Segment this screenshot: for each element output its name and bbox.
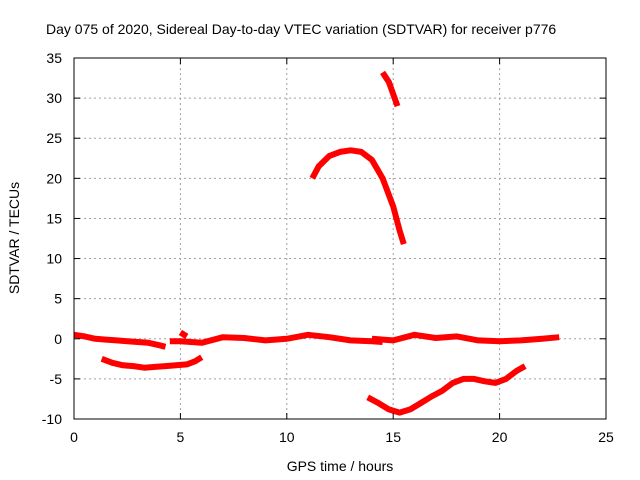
x-tick-label: 25 (598, 429, 614, 445)
y-tick-label: 30 (46, 90, 62, 106)
y-tick-label: 5 (54, 291, 62, 307)
y-tick-label: 15 (46, 210, 62, 226)
series-line-seg1 (73, 331, 167, 350)
series-line-seg3 (169, 331, 383, 346)
series-line-seg8 (380, 70, 401, 108)
series-line-seg2 (100, 354, 204, 371)
y-tick-label: 35 (46, 50, 62, 66)
x-tick-label: 15 (385, 429, 401, 445)
y-tick-label: 0 (54, 331, 62, 347)
y-tick-label: 20 (46, 170, 62, 186)
series-line-seg6 (366, 363, 527, 416)
x-tick-label: 20 (492, 429, 508, 445)
chart-title: Day 075 of 2020, Sidereal Day-to-day VTE… (46, 21, 556, 37)
y-tick-label: 10 (46, 251, 62, 267)
plot-frame (73, 57, 607, 420)
data-series (73, 70, 560, 416)
tick-labels: 0 5 10 15 20 25 -10 -5 0 5 10 15 20 25 30 35 (42, 50, 614, 445)
y-tick-label: -10 (42, 411, 62, 427)
series-line-seg5 (371, 331, 560, 345)
x-tick-label: 0 (70, 429, 78, 445)
series-line-seg4 (178, 329, 189, 339)
x-axis-label: GPS time / hours (287, 458, 394, 474)
axis-ticks (73, 57, 607, 420)
x-tick-label: 5 (177, 429, 185, 445)
x-tick-label: 10 (279, 429, 295, 445)
series-line-seg7 (309, 147, 407, 245)
y-tick-label: 25 (46, 130, 62, 146)
y-axis-label: SDTVAR / TECUs (6, 182, 22, 294)
y-tick-label: -5 (50, 371, 63, 387)
